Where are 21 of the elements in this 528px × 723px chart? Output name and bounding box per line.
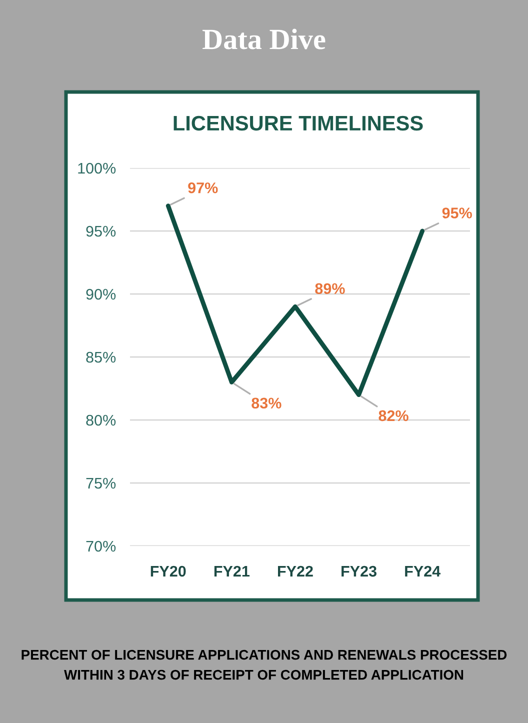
x-tick-label: FY20	[150, 566, 186, 577]
chart-subtitle: Data Dive	[202, 28, 326, 50]
data-label: 97%	[188, 182, 218, 194]
x-tick-label: FY21	[214, 566, 250, 577]
y-tick-label: 90%	[86, 288, 116, 300]
y-tick-label: 75%	[86, 478, 116, 489]
x-tick-label: FY23	[342, 566, 376, 577]
data-label: 95%	[442, 208, 472, 218]
line-series	[166, 204, 425, 398]
chart-title: LICENSURE TIMELINESS	[174, 116, 423, 131]
x-tick-label: FY22	[278, 566, 313, 577]
y-tick-label: 95%	[86, 226, 116, 237]
y-tick-label: 80%	[86, 414, 116, 426]
y-tick-label: 70%	[86, 540, 116, 552]
data-label: 82%	[378, 410, 408, 422]
y-tick-label: 100%	[78, 162, 116, 174]
x-tick-label: FY24	[405, 566, 441, 577]
text: PERCENT OF LICENSURE APPLICATIONS AND RENEWALS PROCESSED WITHIN 3 DAYS OF RECEIPT OF COMPLETED APPLICATION	[22, 650, 507, 680]
data-label: 83%	[252, 398, 282, 409]
data-label: 89%	[315, 283, 345, 294]
y-tick-label: 85%	[86, 352, 116, 363]
